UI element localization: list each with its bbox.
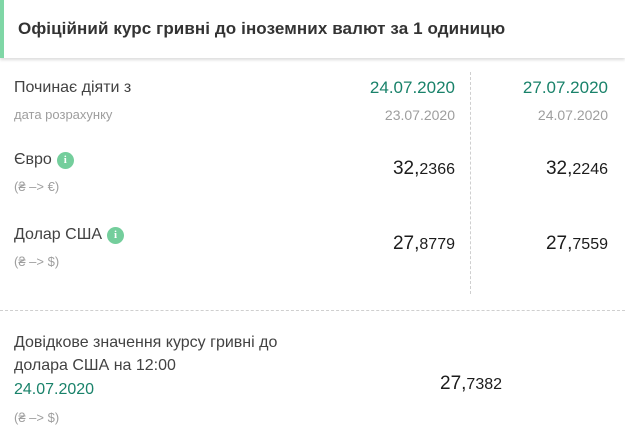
effective-date-label: Починає діяти з: [14, 79, 132, 96]
effective-date-labels: Починає діяти з дата розрахунку: [0, 78, 320, 124]
effective-date-col1: 24.07.2020: [369, 78, 455, 97]
reference-direction: (₴ –> $): [14, 410, 60, 425]
date-column-2: 27.07.2020 24.07.2020: [470, 78, 625, 124]
currency-name-usd: Долар США: [14, 226, 103, 243]
rates-table: Починає діяти з дата розрахунку 24.07.20…: [0, 58, 625, 294]
reference-section: Довідкове значення курсу гривні до долар…: [0, 311, 625, 425]
rate-usd-col1: 27,8779: [392, 233, 455, 254]
calculation-date-col2: 24.07.2020: [537, 107, 608, 123]
currency-name-eur: Євро: [14, 151, 52, 168]
currency-direction-usd: (₴ –> $): [14, 254, 60, 269]
section-divider: [0, 310, 625, 311]
rate-eur-col2: 32,2246: [545, 158, 608, 179]
reference-title: Довідкове значення курсу гривні до долар…: [14, 334, 278, 374]
reference-date: 24.07.2020: [14, 381, 95, 398]
table-header-row: Починає діяти з дата розрахунку 24.07.20…: [0, 78, 625, 124]
currency-label-eur: Євро i (₴ –> €): [0, 150, 320, 196]
reference-labels: Довідкове значення курсу гривні до долар…: [14, 331, 440, 425]
currency-direction-eur: (₴ –> €): [14, 179, 60, 194]
date-column-1: 24.07.2020 23.07.2020: [320, 78, 470, 124]
column-divider: [470, 72, 471, 294]
rate-usd-col2: 27,7559: [545, 233, 608, 254]
currency-label-usd: Долар США i (₴ –> $): [0, 225, 320, 271]
card-header: Офіційний курс гривні до іноземних валют…: [0, 0, 625, 58]
currency-row-usd: Долар США i (₴ –> $) 27,8779 27,7559: [0, 225, 625, 271]
page-title: Офіційний курс гривні до іноземних валют…: [18, 19, 506, 38]
info-icon[interactable]: i: [56, 151, 74, 169]
rate-eur-col1: 32,2366: [392, 158, 455, 179]
info-icon[interactable]: i: [107, 226, 125, 244]
effective-date-col2: 27.07.2020: [522, 78, 608, 97]
reference-rate-value: 27,7382: [440, 373, 503, 394]
calculation-date-label: дата розрахунку: [14, 107, 113, 122]
calculation-date-col1: 23.07.2020: [384, 107, 455, 123]
currency-row-eur: Євро i (₴ –> €) 32,2366 32,2246: [0, 150, 625, 196]
